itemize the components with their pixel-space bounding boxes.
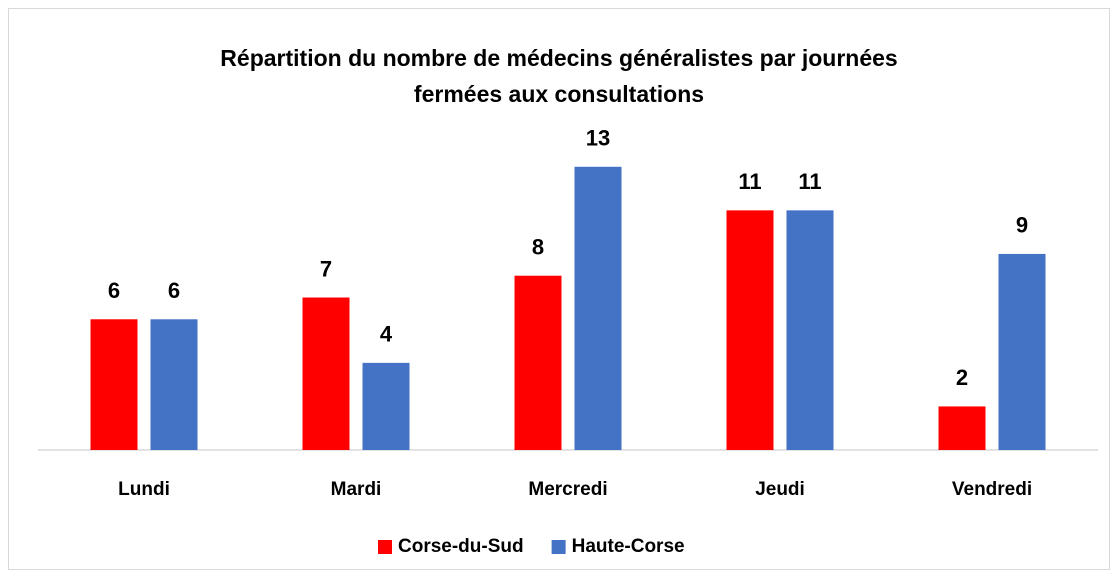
data-label: 2 bbox=[956, 365, 968, 390]
x-tick-label: Jeudi bbox=[755, 479, 805, 500]
x-tick-label: Vendredi bbox=[952, 479, 1032, 500]
data-label: 11 bbox=[798, 169, 821, 194]
chart-title: Répartition du nombre de médecins généra… bbox=[220, 45, 898, 107]
bar bbox=[998, 253, 1046, 450]
data-label: 9 bbox=[1016, 213, 1028, 238]
bar bbox=[90, 319, 138, 450]
bar bbox=[786, 210, 834, 450]
bar bbox=[938, 406, 986, 450]
legend-swatch bbox=[378, 540, 392, 554]
x-tick-label: Mardi bbox=[331, 479, 382, 500]
data-label: 7 bbox=[320, 256, 332, 281]
data-label: 6 bbox=[168, 278, 180, 303]
legend-swatch bbox=[551, 540, 566, 554]
data-label: 11 bbox=[738, 169, 761, 194]
bar bbox=[514, 275, 562, 450]
x-tick-label: Mercredi bbox=[528, 479, 607, 500]
data-label: 13 bbox=[586, 126, 610, 151]
data-label: 8 bbox=[532, 235, 544, 260]
legend-label: Haute-Corse bbox=[572, 536, 685, 557]
data-label: 4 bbox=[380, 322, 393, 347]
bar bbox=[362, 362, 410, 450]
legend-label: Corse-du-Sud bbox=[398, 536, 524, 557]
bar bbox=[574, 166, 622, 451]
bar bbox=[726, 210, 774, 450]
data-label: 6 bbox=[108, 278, 120, 303]
bar bbox=[302, 297, 350, 450]
x-tick-label: Lundi bbox=[118, 479, 170, 500]
bar bbox=[150, 319, 198, 450]
